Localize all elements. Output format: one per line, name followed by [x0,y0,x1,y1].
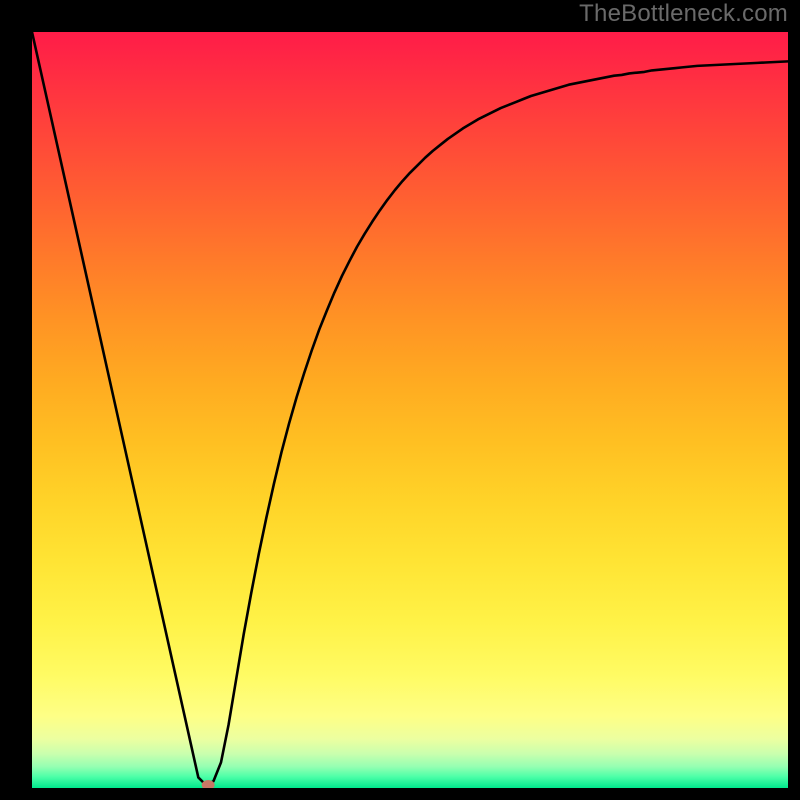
watermark-label: TheBottleneck.com [579,0,788,28]
chart-svg [32,32,788,788]
plot-area [32,32,788,788]
chart-container: TheBottleneck.com [0,0,800,800]
gradient-background [32,32,788,788]
